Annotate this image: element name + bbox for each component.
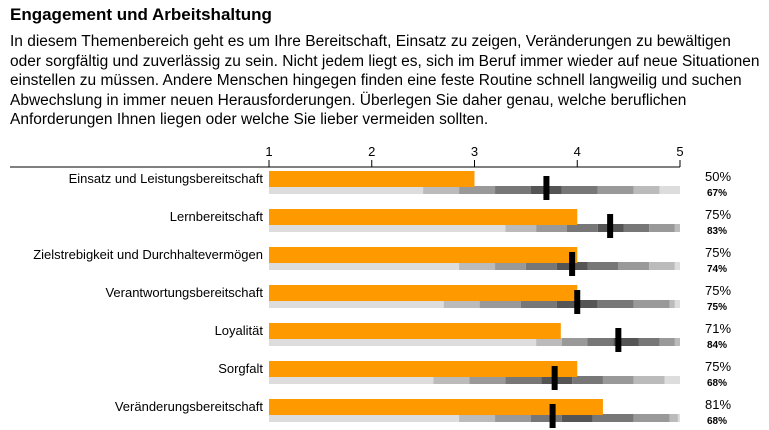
reference-band [520, 300, 557, 308]
reference-band [423, 186, 460, 194]
score-bar [269, 209, 578, 225]
category-label: Lernbereitschaft [170, 209, 264, 224]
reference-band [597, 186, 634, 194]
percent-label: 50% [705, 169, 731, 184]
reference-marker [551, 366, 558, 390]
reference-band [649, 224, 675, 232]
reference-marker [549, 404, 556, 428]
category-label: Zielstrebigkeit und Durchhaltevermögen [33, 247, 263, 262]
reference-band [561, 338, 588, 346]
score-bar [269, 285, 578, 301]
reference-band [659, 338, 675, 346]
reference-band [633, 376, 665, 384]
reference-band [561, 414, 593, 422]
percent-label: 81% [705, 397, 731, 412]
reference-band [572, 376, 603, 384]
reference-band [269, 262, 460, 270]
score-bar [269, 247, 578, 263]
x-tick-label: 1 [265, 144, 272, 159]
reference-marker [543, 176, 550, 200]
reference-band [269, 224, 506, 232]
reference-band [587, 338, 614, 346]
reference-band [269, 414, 460, 422]
reference-band [597, 300, 634, 308]
reference-band [443, 300, 480, 308]
reference-percent-label: 74% [707, 264, 727, 275]
reference-band [669, 300, 675, 308]
reference-band [659, 186, 680, 194]
reference-marker [615, 328, 622, 352]
x-tick-label: 3 [471, 144, 478, 159]
reference-marker [569, 252, 576, 276]
reference-band [649, 262, 675, 270]
reference-band [459, 186, 496, 194]
category-label: Veränderungsbereitschaft [115, 399, 264, 414]
reference-band [674, 300, 680, 308]
category-label: Sorgfalt [218, 361, 263, 376]
reference-band [505, 224, 537, 232]
reference-band [525, 262, 557, 270]
reference-percent-label: 67% [707, 188, 727, 199]
reference-band [633, 186, 660, 194]
reference-band [531, 414, 562, 422]
reference-band [592, 414, 634, 422]
reference-band [561, 186, 598, 194]
reference-band [505, 376, 542, 384]
x-tick-label: 2 [368, 144, 375, 159]
reference-band [638, 338, 660, 346]
percent-label: 71% [705, 321, 731, 336]
reference-band [469, 376, 506, 384]
reference-percent-label: 68% [707, 416, 727, 427]
category-label: Loyalität [215, 323, 264, 338]
percent-label: 75% [705, 283, 731, 298]
reference-percent-label: 84% [707, 340, 727, 351]
reference-percent-label: 68% [707, 378, 727, 389]
reference-band [269, 376, 434, 384]
reference-band [674, 224, 680, 232]
reference-band [623, 224, 650, 232]
reference-band [495, 186, 532, 194]
percent-label: 75% [705, 207, 731, 222]
reference-band [495, 414, 532, 422]
reference-band [587, 262, 619, 270]
reference-band [602, 376, 634, 384]
reference-band [495, 262, 526, 270]
reference-band [618, 262, 650, 270]
category-label: Verantwortungsbereitschaft [105, 285, 263, 300]
reference-band [674, 262, 680, 270]
reference-percent-label: 75% [707, 302, 727, 313]
category-label: Einsatz und Leistungsbereitschaft [69, 171, 264, 186]
reference-marker [607, 214, 614, 238]
reference-band [536, 224, 567, 232]
score-bar [269, 361, 578, 377]
reference-band [269, 338, 537, 346]
reference-band [674, 338, 680, 346]
reference-band [269, 300, 444, 308]
reference-band [664, 376, 680, 384]
x-tick-label: 5 [676, 144, 683, 159]
reference-marker [574, 290, 581, 314]
reference-band [479, 300, 521, 308]
percent-label: 75% [705, 245, 731, 260]
reference-percent-label: 83% [707, 226, 727, 237]
score-bar [269, 399, 603, 415]
reference-band [633, 300, 670, 308]
score-bar [269, 323, 561, 339]
reference-band [566, 224, 598, 232]
reference-band [269, 186, 424, 194]
reference-band [669, 414, 678, 422]
reference-band [433, 376, 470, 384]
percent-label: 75% [705, 359, 731, 374]
reference-band [536, 338, 562, 346]
reference-band [633, 414, 670, 422]
reference-band [459, 262, 496, 270]
section-title: Engagement und Arbeitshaltung [10, 5, 272, 24]
reference-band [677, 414, 680, 422]
reference-band [459, 414, 496, 422]
score-bar [269, 171, 475, 187]
reference-band [613, 338, 639, 346]
intro-paragraph: In diesem Themenbereich geht es um Ihre … [10, 33, 760, 128]
x-tick-label: 4 [574, 144, 581, 159]
